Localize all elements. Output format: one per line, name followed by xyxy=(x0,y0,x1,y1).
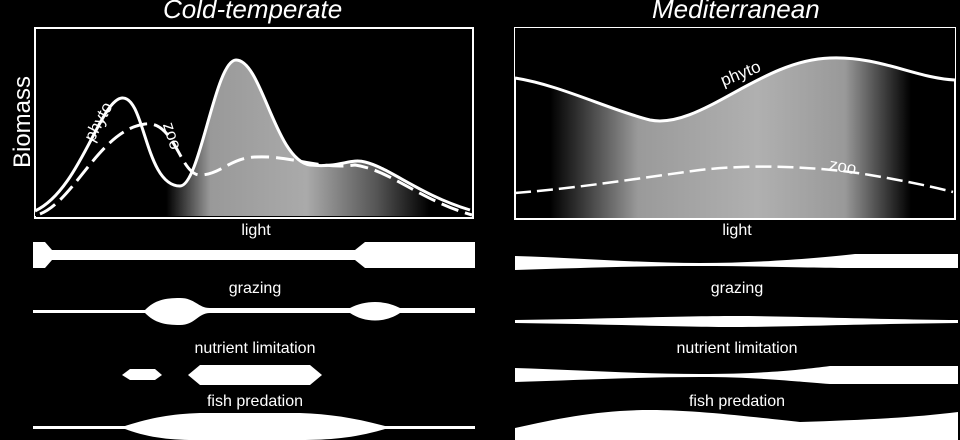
right-grazing-bar xyxy=(515,316,958,327)
left-nutrient-label: nutrient limitation xyxy=(194,340,316,357)
left-panel-frame xyxy=(34,27,474,219)
left-fish-label: fish predation xyxy=(206,393,304,410)
right-zoo-curve xyxy=(514,165,954,195)
right-nutrient-label: nutrient limitation xyxy=(676,340,798,357)
left-nutrient-bar-1 xyxy=(122,369,162,380)
left-grazing-bar xyxy=(33,298,475,325)
left-zoo-curve xyxy=(39,122,473,217)
left-panel-title: Cold-temperate xyxy=(163,0,343,24)
right-fish-predation-bar xyxy=(515,410,958,440)
left-fish-predation-bar xyxy=(33,413,475,440)
right-nutrient-bar xyxy=(515,366,958,384)
right-fish-label: fish predation xyxy=(688,393,786,410)
left-grazing-label: grazing xyxy=(228,280,282,297)
right-light-label: light xyxy=(722,222,752,239)
left-light-label: light xyxy=(241,222,271,239)
left-light-bar xyxy=(33,242,475,268)
right-panel-title: Mediterranean xyxy=(652,0,820,24)
right-grazing-label: grazing xyxy=(710,280,764,297)
right-light-bar xyxy=(515,254,958,270)
right-panel-mask xyxy=(515,28,955,121)
left-phyto-curve xyxy=(34,58,471,213)
left-nutrient-bar-2 xyxy=(188,365,322,385)
right-phyto-curve xyxy=(514,56,956,123)
